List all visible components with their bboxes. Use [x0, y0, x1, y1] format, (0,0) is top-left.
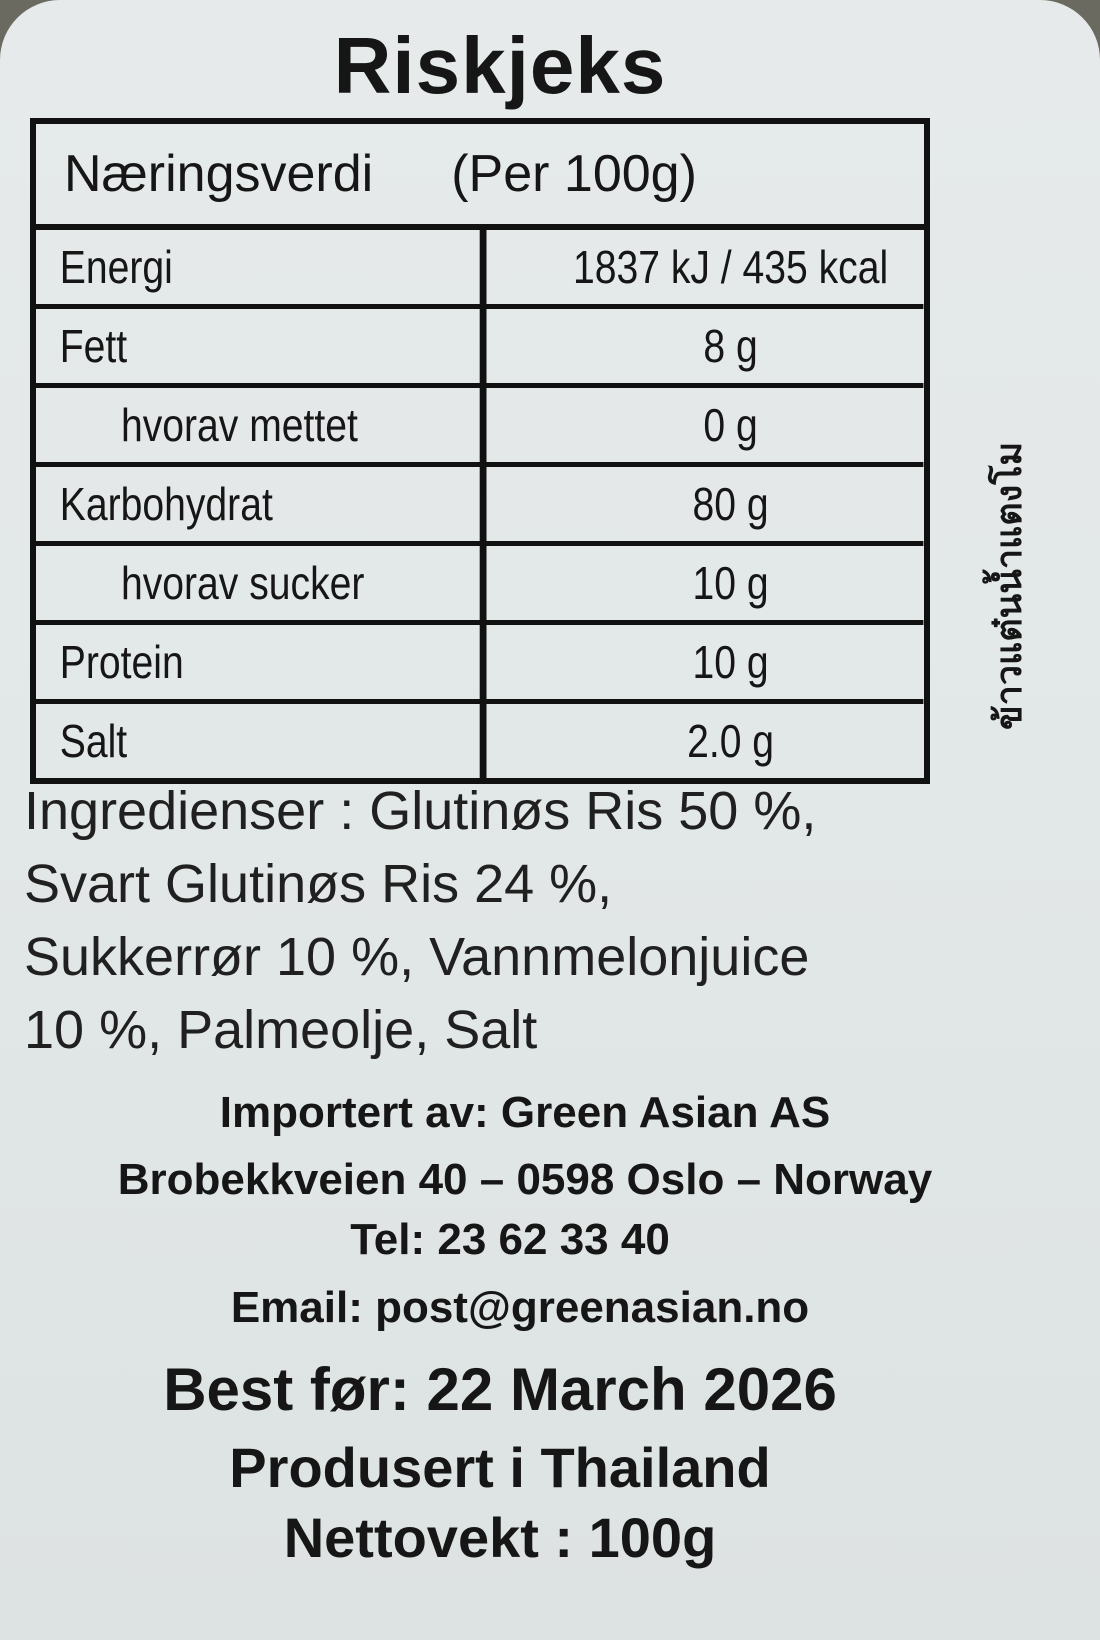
product-title: Riskjeks: [333, 21, 667, 110]
nutrition-per: (Per 100g): [451, 145, 697, 203]
nutrition-row: hvorav sucker 10 g: [36, 546, 924, 625]
nutrition-table: Næringsverdi (Per 100g) Energi 1837 kJ / …: [30, 118, 930, 784]
nutrient-name: hvorav sucker: [36, 546, 487, 620]
nutrition-row: Fett 8 g: [36, 309, 924, 388]
nutrient-name: Karbohydrat: [36, 467, 487, 541]
nutrient-value: 8 g: [703, 320, 758, 372]
importer-address: Brobekkveien 40 – 0598 Oslo – Norway: [117, 1155, 933, 1204]
origin: Produsert i Thailand: [229, 1436, 771, 1499]
ingredients-line: Sukkerrør 10 %, Vannmelonjuice: [24, 927, 810, 987]
nutrition-row: Karbohydrat 80 g: [36, 467, 924, 546]
importer-tel: Tel: 23 62 33 40: [350, 1215, 670, 1264]
nutrient-name: Salt: [36, 704, 487, 778]
nutrition-row: Energi 1837 kJ / 435 kcal: [36, 230, 924, 309]
nutrition-row: Protein 10 g: [36, 625, 924, 704]
nutrition-row: hvorav mettet 0 g: [36, 388, 924, 467]
nutrition-header: Næringsverdi (Per 100g): [36, 124, 924, 230]
importer-name: Importert av: Green Asian AS: [219, 1088, 831, 1137]
nutrient-value: 1837 kJ / 435 kcal: [572, 241, 889, 293]
nutrient-name: Energi: [36, 230, 487, 304]
nutrient-value: 10 g: [692, 636, 769, 688]
thai-side-text: ข้าวแต๋นน้ำแตงโม: [988, 441, 1029, 730]
best-before: Best før: 22 March 2026: [163, 1356, 837, 1423]
ingredients-line: 10 %, Palmeolje, Salt: [24, 1000, 538, 1060]
ingredients-line: Ingredienser : Glutinøs Ris 50 %,: [24, 781, 817, 841]
nutrient-value: 0 g: [703, 399, 758, 451]
importer-email: Email: post@greenasian.no: [230, 1283, 810, 1332]
ingredients: Ingredienser : Glutinøs Ris 50 %, Svart …: [24, 775, 1024, 1067]
ingredients-line: Svart Glutinøs Ris 24 %,: [24, 854, 613, 914]
nutrient-value: 80 g: [692, 478, 769, 530]
nutrition-row: Salt 2.0 g: [36, 704, 924, 778]
nutrient-value: 10 g: [692, 557, 769, 609]
nutrition-header-label: Næringsverdi: [64, 145, 374, 203]
nutrient-name: Protein: [36, 625, 487, 699]
nutrient-value: 2.0 g: [687, 715, 775, 767]
nutrient-name: hvorav mettet: [36, 388, 487, 462]
nutrient-name: Fett: [36, 309, 487, 383]
net-weight: Nettovekt : 100g: [283, 1506, 717, 1569]
